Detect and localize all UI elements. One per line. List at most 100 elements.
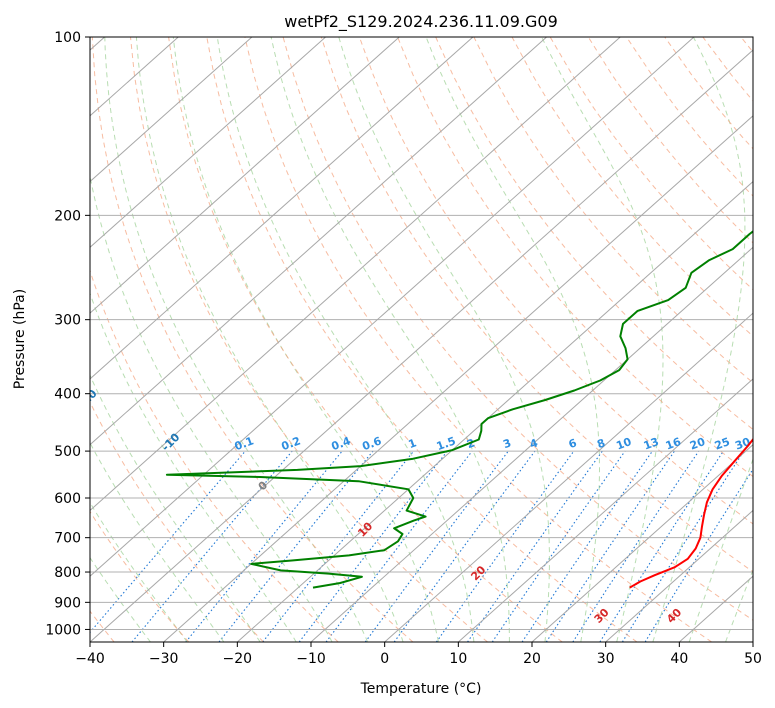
mixing-ratio-line	[325, 450, 473, 642]
moist-adiabat-line	[425, 37, 600, 642]
dry-adiabat-line	[511, 37, 753, 337]
mixing-ratio-labels: 0.10.20.40.611.52346810131620253036	[233, 434, 753, 453]
dry-adiabat-line	[90, 400, 264, 642]
y-tick-label: 1000	[45, 622, 81, 638]
mixing-ratio-label: 6	[567, 436, 579, 451]
mixing-ratio-line	[218, 450, 374, 642]
mixing-ratio-label: 13	[642, 435, 661, 452]
dry-adiabat-line	[473, 37, 753, 384]
mixing-ratio-label: 30	[733, 435, 752, 453]
moist-adiabat-line	[104, 37, 369, 642]
skewed-isotherm-grid	[90, 37, 753, 642]
mixing-ratio-label: 16	[664, 435, 683, 453]
x-tick-label: 20	[523, 651, 541, 667]
y-tick-label: 700	[54, 531, 81, 547]
chart-title: wetPf2_S129.2024.236.11.09.G09	[284, 12, 558, 32]
isotherm-line	[90, 37, 326, 249]
moist-adiabat-line	[216, 37, 475, 642]
x-tick-label: 0	[380, 651, 389, 667]
isotherm-line	[90, 37, 695, 577]
mixing-ratio-label: 2	[465, 436, 477, 451]
mixing-ratio-label: 1	[407, 436, 419, 451]
x-tick-label: −40	[75, 651, 105, 667]
dewpoint-profile	[165, 230, 753, 589]
isotherm-line	[90, 37, 253, 183]
moist-adiabat-line	[688, 457, 753, 642]
dry-adiabat-line	[91, 37, 414, 642]
mixing-ratio-line	[491, 450, 626, 642]
isotherm-line	[237, 180, 753, 642]
series-layer	[165, 230, 753, 589]
mixing-ratio-label: 4	[528, 436, 540, 451]
y-tick-label: 800	[54, 565, 81, 581]
mixing-ratio-label: 0.1	[233, 434, 256, 453]
isotherm-line	[310, 246, 753, 642]
dry-adiabat-line	[90, 269, 339, 642]
dry-adiabat-label: -20	[76, 387, 99, 410]
moist-adiabat-line	[135, 37, 404, 642]
mixing-ratio-label: 0.2	[280, 434, 303, 453]
moist-adiabat-line	[652, 37, 746, 642]
x-tick-label: 50	[744, 651, 762, 667]
dry-adiabat-line	[435, 37, 753, 431]
mixing-ratio-line	[545, 450, 675, 642]
moist-adiabat-line	[90, 173, 333, 642]
moist-adiabat-line	[338, 37, 550, 642]
mixing-ratio-label: 25	[713, 435, 732, 452]
mixing-ratio-line	[435, 450, 575, 642]
dry-adiabat-line	[90, 510, 190, 642]
axes: −40 −30 −20 −10 0 10 20 30 40 5010020030040050060…	[45, 30, 762, 667]
isotherm-line	[90, 37, 621, 512]
isotherm-line	[384, 312, 753, 642]
mixing-ratio-line	[521, 450, 653, 642]
x-tick-label: −10	[296, 651, 326, 667]
moist-adiabat-line	[270, 37, 510, 642]
dry-adiabat-line	[130, 37, 488, 642]
isotherm-line	[90, 37, 400, 314]
x-tick-label: 10	[449, 651, 467, 667]
mixing-ratio-label: 3	[501, 436, 513, 451]
y-tick-label: 100	[54, 30, 81, 46]
isotherm-line	[163, 115, 753, 642]
isotherm-line	[90, 37, 547, 446]
x-axis-title: Temperature (°C)	[360, 681, 482, 697]
isobar-grid	[90, 37, 753, 630]
isotherm-line	[605, 509, 753, 642]
y-tick-label: 600	[54, 491, 81, 507]
mixing-ratio-line	[364, 450, 509, 642]
mixing-ratio-line	[467, 450, 603, 642]
mixing-ratio-line	[185, 450, 343, 642]
y-tick-label: 900	[54, 595, 81, 611]
mixing-ratio-label: 10	[614, 435, 633, 453]
mixing-ratio-line	[572, 450, 700, 642]
mixing-ratio-label: 20	[688, 435, 707, 453]
mixing-ratio-label: 0.6	[360, 434, 383, 453]
mixing-ratio-line	[621, 450, 745, 642]
y-tick-label: 200	[54, 208, 81, 224]
x-tick-label: −20	[223, 651, 253, 667]
x-tick-label: −30	[149, 651, 179, 667]
mixing-ratio-label: 1.5	[435, 434, 458, 453]
y-tick-label: 400	[54, 387, 81, 403]
mixing-ratio-line	[599, 450, 724, 642]
plot-frame	[89, 36, 754, 643]
y-axis-title: Pressure (hPa)	[12, 289, 28, 389]
y-tick-label: 300	[54, 313, 81, 329]
dry-adiabat-line	[168, 37, 563, 642]
x-tick-label: 30	[597, 651, 615, 667]
isotherm-line	[458, 378, 753, 642]
isotherm-line	[90, 49, 753, 642]
dry-adiabats	[90, 37, 753, 642]
plot-area: -100-90-80-70-60-50-40-30-20-10010203040…	[76, 37, 753, 642]
mixing-ratio-label: 8	[595, 436, 607, 451]
x-tick-label: 40	[670, 651, 688, 667]
isotherm-line	[90, 37, 474, 380]
y-tick-label: 500	[54, 444, 81, 460]
temperature-profile	[629, 437, 753, 589]
moist-adiabats	[90, 37, 753, 642]
isotherm-line	[531, 444, 753, 642]
dry-adiabat-line	[282, 37, 753, 621]
mixing-ratio-label: 0.4	[330, 434, 353, 453]
